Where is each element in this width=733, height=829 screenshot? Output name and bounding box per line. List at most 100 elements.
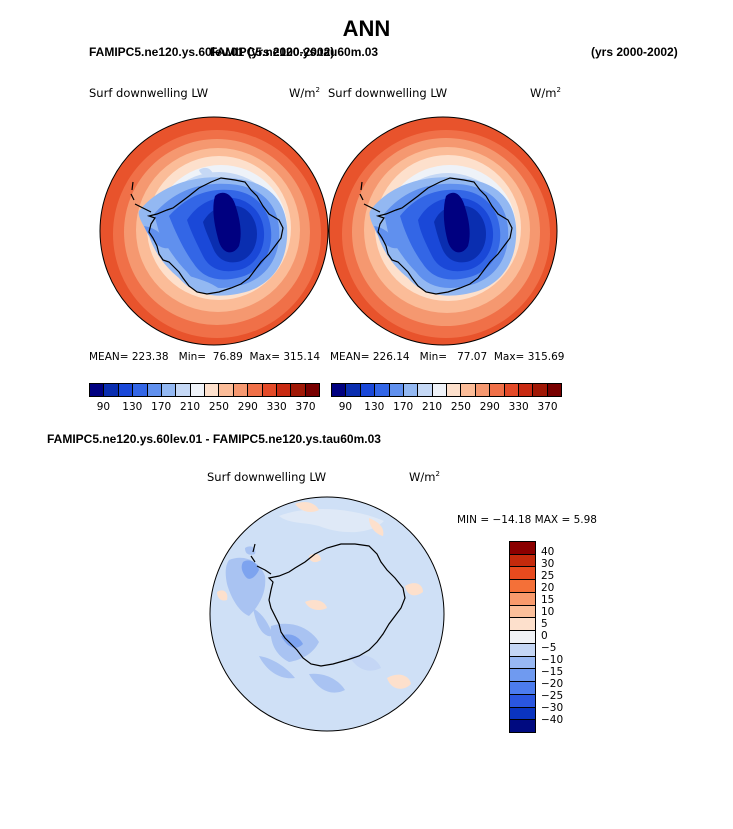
colorbar-swatch	[547, 384, 561, 396]
colorbar-swatch	[510, 580, 535, 593]
page-title: ANN	[342, 16, 391, 41]
colorbar-swatch	[291, 384, 306, 396]
colorbar-swatch	[510, 567, 535, 581]
colorbar-swatch	[360, 384, 376, 396]
colorbar-swatch	[510, 542, 535, 555]
diff-colorbar	[509, 541, 536, 733]
colorbar-swatch	[432, 384, 447, 396]
case2-years: (yrs 2000-2002)	[591, 45, 678, 59]
colorbar-tick-label: 130	[364, 401, 385, 413]
colorbar-swatch	[389, 384, 404, 396]
colorbar-swatch	[510, 694, 535, 708]
panel2-colorbar	[331, 383, 562, 397]
colorbar-swatch	[205, 384, 220, 396]
colorbar-tick-label: 130	[122, 401, 143, 413]
colorbar-tick-label: 370	[537, 401, 558, 413]
colorbar-swatch	[504, 384, 519, 396]
colorbar-swatch	[510, 592, 535, 606]
colorbar-swatch	[510, 643, 535, 657]
panel1-map	[99, 116, 329, 346]
panel1-min: 76.89	[212, 351, 243, 363]
case1-header: FAMIPC5.ne120.ys.60lev.01 (yrs 2000-2002…	[89, 45, 335, 59]
colorbar-tick-label: 5	[541, 618, 548, 630]
panel2-stats: MEAN= 226.14 Min= 77.07 Max= 315.69	[330, 351, 565, 363]
colorbar-swatch	[510, 656, 535, 670]
colorbar-swatch	[418, 384, 433, 396]
colorbar-swatch	[447, 384, 462, 396]
panel1-units: W/m2	[289, 86, 320, 100]
panel2-max: 315.69	[527, 351, 565, 363]
colorbar-swatch	[510, 682, 535, 695]
colorbar-tick-label: 290	[479, 401, 500, 413]
colorbar-tick-label: 290	[237, 401, 258, 413]
diff-header: FAMIPC5.ne120.ys.60lev.01 - FAMIPC5.ne12…	[47, 432, 381, 446]
panel1-variable: Surf downwelling LW	[89, 86, 209, 100]
colorbar-swatch	[118, 384, 134, 396]
diff-map	[209, 496, 445, 732]
colorbar-swatch	[510, 554, 535, 568]
colorbar-tick-label: 210	[180, 401, 201, 413]
case2-header: FAMIPC5.ne120.ys.tau60m.03	[210, 45, 379, 59]
panel2-min: 77.07	[457, 351, 488, 363]
colorbar-tick-label: 15	[541, 594, 555, 606]
colorbar-tick-label: 250	[208, 401, 229, 413]
colorbar-tick-label: 250	[450, 401, 471, 413]
diff-variable: Surf downwelling LW	[207, 470, 327, 484]
colorbar-tick-label: 40	[541, 546, 555, 558]
colorbar-tick-label: −25	[541, 690, 564, 702]
colorbar-tick-label: −40	[541, 714, 564, 726]
colorbar-swatch	[190, 384, 205, 396]
colorbar-swatch	[375, 384, 390, 396]
colorbar-swatch	[176, 384, 191, 396]
diff-units: W/m2	[409, 470, 440, 484]
panel1-mean: 223.38	[131, 351, 169, 363]
colorbar-tick-label: 170	[393, 401, 414, 413]
colorbar-tick-label: 330	[508, 401, 529, 413]
colorbar-swatch	[262, 384, 277, 396]
colorbar-tick-label: 210	[422, 401, 443, 413]
colorbar-swatch	[533, 384, 548, 396]
colorbar-swatch	[346, 384, 361, 396]
colorbar-swatch	[90, 384, 105, 396]
panel2-units: W/m2	[530, 86, 561, 100]
colorbar-swatch	[332, 384, 347, 396]
colorbar-swatch	[219, 384, 234, 396]
colorbar-tick-label: 30	[541, 558, 555, 570]
colorbar-swatch	[490, 384, 505, 396]
colorbar-swatch	[510, 605, 535, 619]
colorbar-tick-label: −30	[541, 702, 564, 714]
colorbar-tick-label: 330	[266, 401, 287, 413]
colorbar-tick-label: 20	[541, 582, 555, 594]
colorbar-swatch	[104, 384, 119, 396]
colorbar-swatch	[403, 384, 419, 396]
panel1-colorbar	[89, 383, 320, 397]
colorbar-tick-label: 90	[96, 401, 111, 413]
diff-minmax: MIN = −14.18 MAX = 5.98	[457, 514, 597, 526]
colorbar-swatch	[475, 384, 491, 396]
colorbar-tick-label: −10	[541, 654, 564, 666]
colorbar-tick-label: 170	[151, 401, 172, 413]
colorbar-swatch	[276, 384, 292, 396]
colorbar-tick-label: 90	[338, 401, 353, 413]
colorbar-swatch	[233, 384, 249, 396]
colorbar-swatch	[461, 384, 476, 396]
panel2-variable: Surf downwelling LW	[328, 86, 448, 100]
panel2-mean: 226.14	[372, 351, 410, 363]
colorbar-tick-label: −5	[541, 642, 557, 654]
colorbar-swatch	[161, 384, 177, 396]
colorbar-tick-label: 25	[541, 570, 555, 582]
colorbar-swatch	[510, 618, 535, 632]
colorbar-swatch	[133, 384, 148, 396]
colorbar-swatch	[510, 631, 535, 644]
colorbar-swatch	[510, 669, 535, 683]
colorbar-swatch	[510, 707, 535, 721]
panel2-map	[328, 116, 558, 346]
colorbar-tick-label: 0	[541, 630, 548, 642]
panel1-stats: MEAN= 223.38 Min= 76.89 Max= 315.14	[89, 351, 321, 363]
colorbar-swatch	[147, 384, 162, 396]
colorbar-swatch	[305, 384, 319, 396]
panel1-max: 315.14	[283, 351, 321, 363]
colorbar-swatch	[510, 720, 535, 733]
colorbar-tick-label: 10	[541, 606, 555, 618]
colorbar-swatch	[248, 384, 263, 396]
